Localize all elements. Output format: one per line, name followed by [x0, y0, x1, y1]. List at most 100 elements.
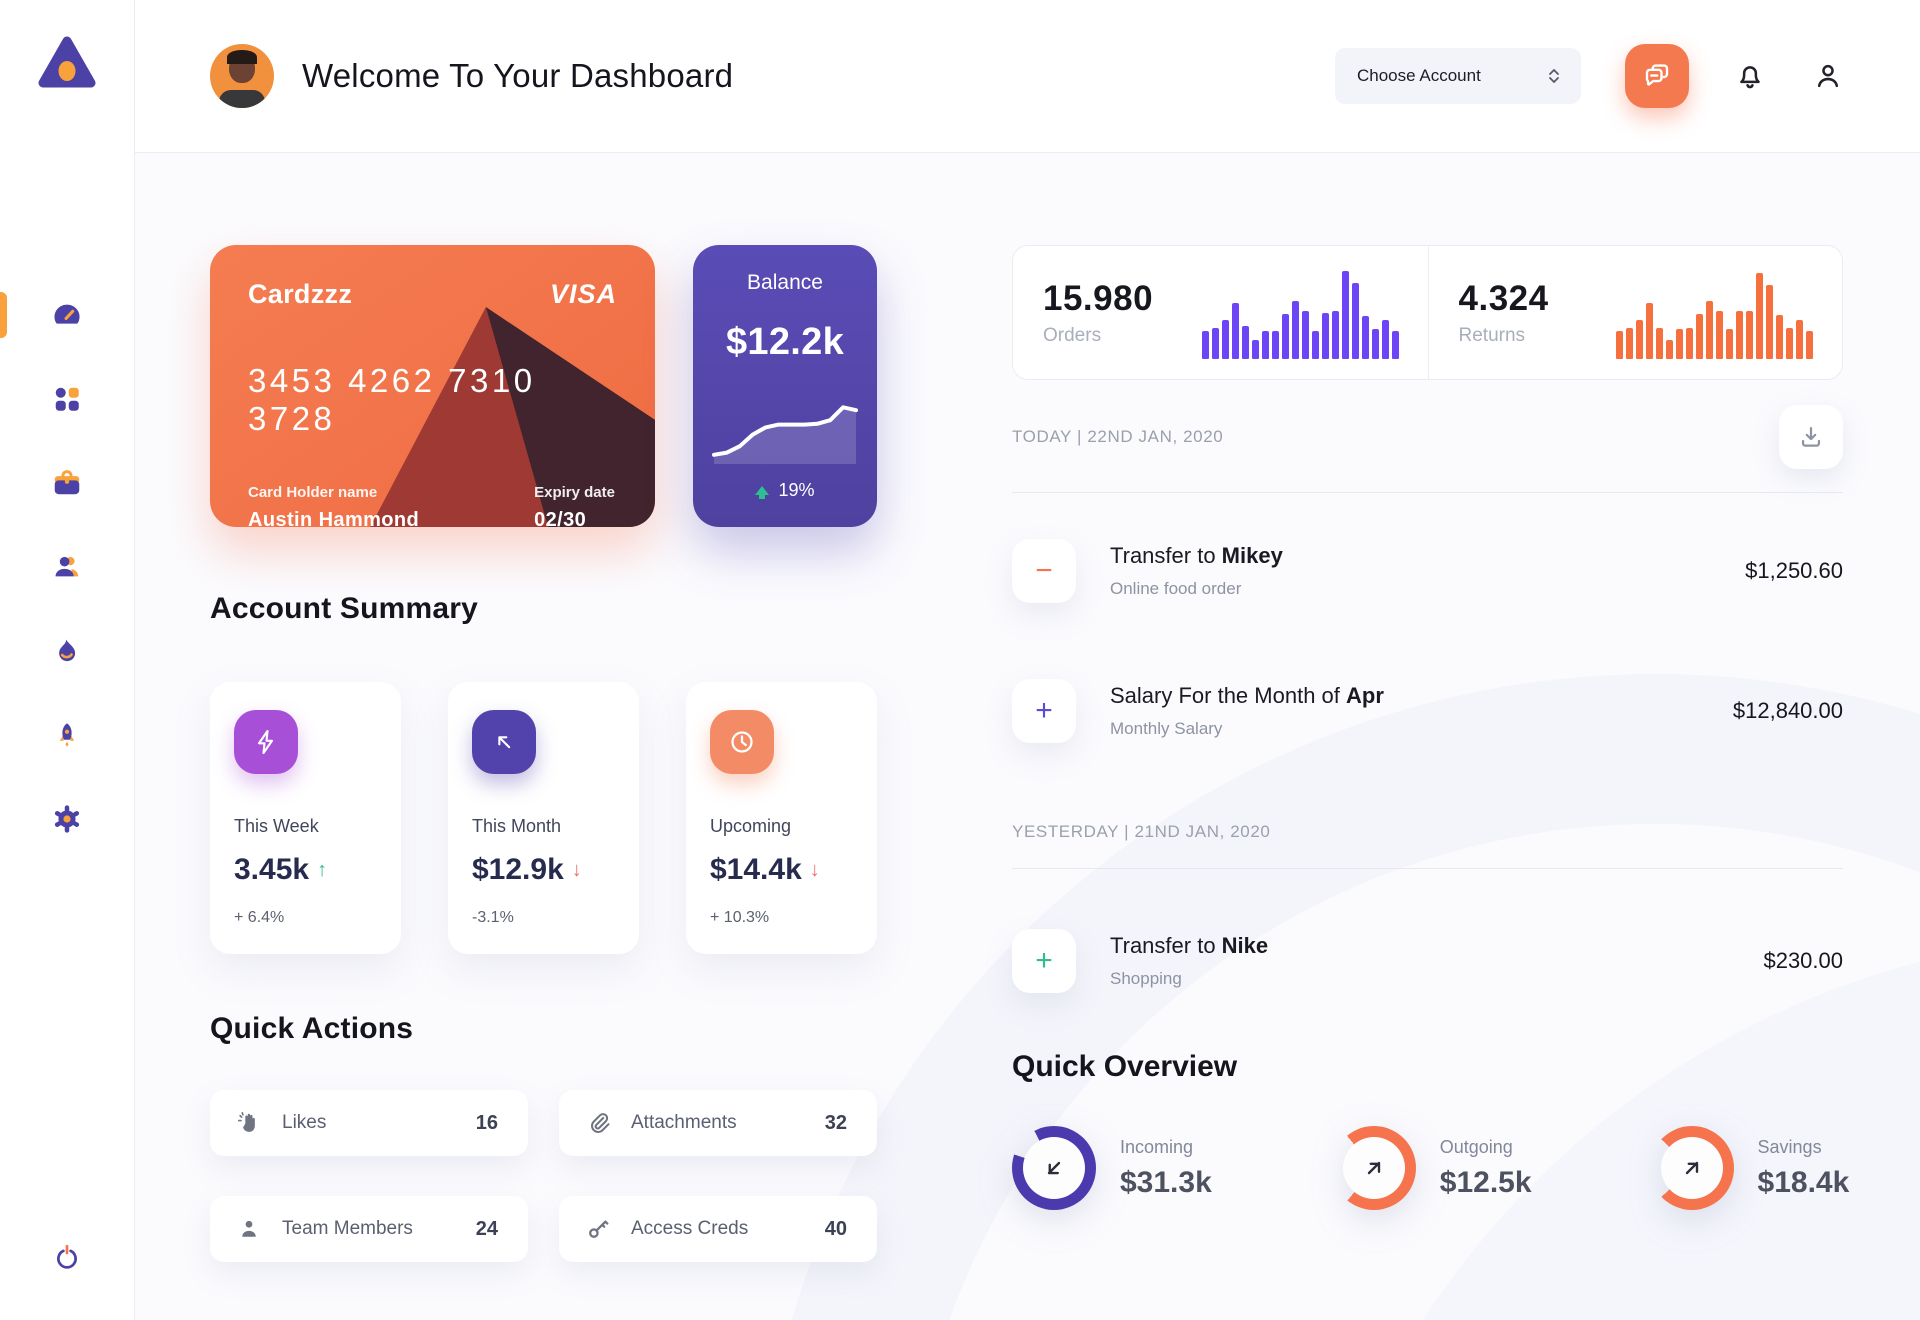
- card-holder-name: Austin Hammond: [248, 509, 420, 527]
- summary-card-upcoming[interactable]: Upcoming $14.4k ↓ + 10.3%: [686, 682, 877, 954]
- trend-arrow-down-icon: ↓: [809, 858, 820, 881]
- summary-card-this-month[interactable]: This Month $12.9k ↓ -3.1%: [448, 682, 639, 954]
- overview-label: Outgoing: [1439, 1136, 1513, 1157]
- arrow-up-left-icon: [472, 710, 536, 774]
- overview-label: Savings: [1757, 1136, 1822, 1157]
- quick-action-label: Team Members: [282, 1218, 413, 1239]
- quick-overview-title: Quick Overview: [1012, 1050, 1238, 1083]
- arrow-up-right-icon: [1367, 1161, 1380, 1175]
- balance-value: $12.2k: [725, 321, 845, 363]
- card-holder: Card Holder name Austin Hammond: [248, 484, 419, 527]
- right-column: 15.980 Orders 4.324 Returns TODAY | 22ND…: [1012, 154, 1849, 1320]
- header: Welcome To Your Dashboard Choose Account: [135, 0, 1920, 153]
- page-title: Welcome To Your Dashboard: [302, 57, 734, 94]
- logout-button[interactable]: [50, 1240, 84, 1274]
- orders-label: Orders: [1043, 324, 1102, 346]
- card-expiry-label: Expiry date: [534, 484, 615, 501]
- summary-delta: + 6.4%: [234, 909, 285, 926]
- overview-value: $18.4k: [1757, 1165, 1850, 1199]
- trend-up-icon: [755, 486, 770, 499]
- savings-donut-chart: [1649, 1126, 1734, 1210]
- incoming-donut-chart: [1012, 1126, 1096, 1210]
- returns-label: Returns: [1458, 324, 1526, 346]
- card-expiry-date: 02/30: [534, 509, 587, 527]
- credit-card[interactable]: Cardzzz VISA 3453 4262 7310 3728 Card Ho…: [210, 245, 655, 527]
- minus-icon: −: [1012, 539, 1076, 603]
- sidebar-item-dashboard[interactable]: [0, 292, 84, 338]
- quick-actions-title: Quick Actions: [210, 1012, 414, 1045]
- divider: [1012, 868, 1843, 869]
- sidebar-item-boost[interactable]: [50, 718, 84, 752]
- transaction-amount: $12,840.00: [1732, 698, 1843, 723]
- overview-incoming: Incoming $31.3k: [1012, 1126, 1212, 1210]
- transaction-subtitle: Shopping: [1110, 969, 1182, 988]
- overview-savings: Savings $18.4k: [1649, 1126, 1850, 1210]
- users-icon: [55, 556, 79, 577]
- account-summary-title: Account Summary: [210, 592, 479, 625]
- person-icon: [242, 1220, 256, 1237]
- left-column: Cardzzz VISA 3453 4262 7310 3728 Card Ho…: [210, 154, 877, 1320]
- quick-action-access-creds[interactable]: Access Creds 40: [559, 1196, 877, 1262]
- transaction-title: Transfer to Mikey: [1110, 543, 1283, 568]
- arrow-down-left-icon: [1047, 1161, 1061, 1175]
- paperclip-icon: [591, 1113, 610, 1134]
- summary-value: 3.45k ↑: [234, 853, 328, 886]
- transaction-row-mikey[interactable]: − Transfer to Mikey Online food order $1…: [1012, 538, 1843, 604]
- quick-action-label: Likes: [282, 1112, 327, 1133]
- balance-change: 19%: [755, 480, 815, 501]
- account-summary-cards: This Week 3.45k ↑ + 6.4% This Month $12.…: [210, 682, 877, 954]
- sidebar-item-apps[interactable]: [50, 382, 84, 416]
- grid-icon: [55, 387, 79, 411]
- balance-change-value: 19%: [778, 480, 815, 500]
- orders-value: 15.980: [1043, 278, 1154, 318]
- bell-icon: [1740, 66, 1760, 89]
- quick-action-attachments[interactable]: Attachments 32: [559, 1090, 877, 1156]
- balance-sparkline-chart: [712, 405, 858, 464]
- quick-action-likes[interactable]: Likes 16: [210, 1090, 528, 1156]
- stats-card: 15.980 Orders 4.324 Returns: [1012, 245, 1843, 380]
- gear-icon: [54, 805, 80, 833]
- user-avatar[interactable]: [210, 44, 274, 108]
- download-icon: [1801, 427, 1821, 447]
- yesterday-date-label: YESTERDAY | 21ND JAN, 2020: [1012, 822, 1271, 841]
- messages-button[interactable]: [1625, 44, 1689, 108]
- account-select-value: Choose Account: [1357, 66, 1481, 85]
- quick-action-count: 24: [475, 1217, 498, 1240]
- card-expiry: Expiry date 02/30: [534, 484, 615, 527]
- transaction-row-nike[interactable]: + Transfer to Nike Shopping $230.00: [1012, 928, 1843, 994]
- transaction-subtitle: Online food order: [1110, 579, 1242, 598]
- sidebar-item-portfolio[interactable]: [50, 466, 84, 500]
- clock-icon: [710, 710, 774, 774]
- transaction-title: Transfer to Nike: [1110, 933, 1269, 958]
- notifications-button[interactable]: [1733, 59, 1767, 93]
- balance-card[interactable]: Balance $12.2k 19%: [693, 245, 877, 527]
- quick-action-count: 32: [824, 1111, 847, 1134]
- arrow-up-right-icon: [1685, 1161, 1698, 1175]
- account-select[interactable]: Choose Account: [1335, 48, 1581, 104]
- transaction-row-salary[interactable]: + Salary For the Month of Apr Monthly Sa…: [1012, 678, 1843, 744]
- today-date-row: TODAY | 22ND JAN, 2020: [1012, 405, 1843, 469]
- sidebar-item-team[interactable]: [50, 550, 84, 584]
- profile-button[interactable]: [1811, 59, 1845, 93]
- sidebar-item-settings[interactable]: [50, 802, 84, 836]
- orders-bar-chart: [1201, 267, 1400, 359]
- gauge-icon: [54, 304, 80, 324]
- summary-card-this-week[interactable]: This Week 3.45k ↑ + 6.4%: [210, 682, 401, 954]
- overview-value: $31.3k: [1120, 1165, 1212, 1199]
- transaction-amount: $230.00: [1763, 948, 1843, 973]
- download-button[interactable]: [1779, 405, 1843, 469]
- quick-action-team-members[interactable]: Team Members 24: [210, 1196, 528, 1262]
- card-number: 3453 4262 7310 3728: [248, 362, 536, 437]
- power-icon: [57, 1244, 77, 1269]
- summary-value: $14.4k ↓: [710, 853, 820, 886]
- user-icon: [1817, 64, 1839, 88]
- summary-label: Upcoming: [710, 816, 792, 836]
- lightning-icon: [234, 710, 298, 774]
- sidebar-item-activity[interactable]: [50, 634, 84, 668]
- orders-stat: 15.980 Orders: [1013, 246, 1428, 379]
- clap-icon: [238, 1112, 255, 1132]
- app-logo[interactable]: [29, 26, 105, 102]
- triangle-logo-icon: [38, 36, 96, 88]
- visa-logo: VISA: [549, 279, 617, 309]
- card-holder-label: Card Holder name: [248, 484, 378, 501]
